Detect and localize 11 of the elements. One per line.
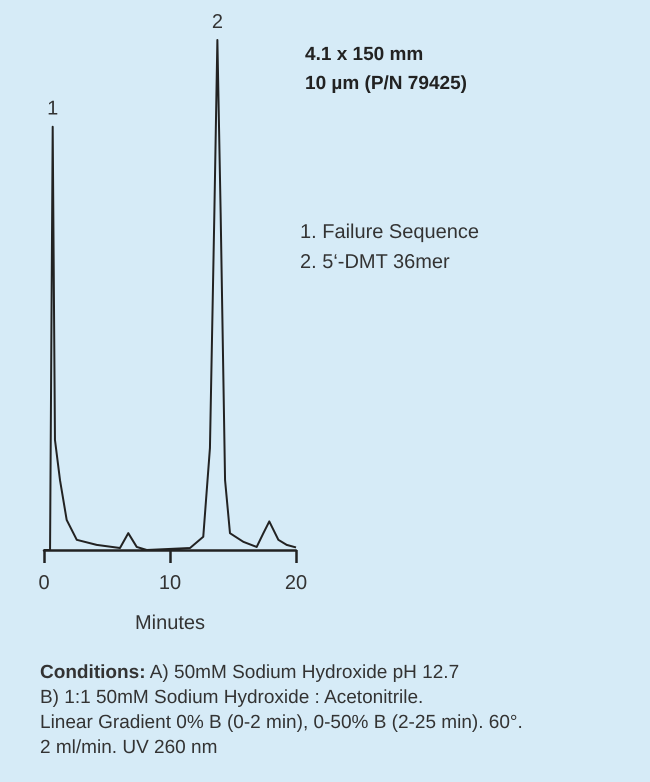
x-axis-title: Minutes	[134, 612, 206, 634]
x-tick-label: 0	[38, 572, 50, 594]
text: Conditions: A) 50mM Sodium Hydroxide pH 12.7 B) 1:1 50mM Sodium Hydroxide : Acetonitrile. Linear Gradient 0% B (0-2 min), 0-50% B (2-25 min). 60°. 2 ml/min. UV 260 nm	[40, 662, 523, 758]
annotation: 2	[212, 11, 223, 33]
x-tick-label: 10	[158, 572, 182, 594]
text: 10 µm (P/N 79425)	[305, 73, 467, 94]
annotation: 1	[47, 98, 58, 120]
x-tick-label: 20	[284, 572, 308, 594]
text: 1. Failure Sequence	[300, 221, 480, 243]
text: 4.1 x 150 mm	[305, 44, 424, 65]
text: 2. 5‘-DMT 36mer	[300, 251, 450, 273]
